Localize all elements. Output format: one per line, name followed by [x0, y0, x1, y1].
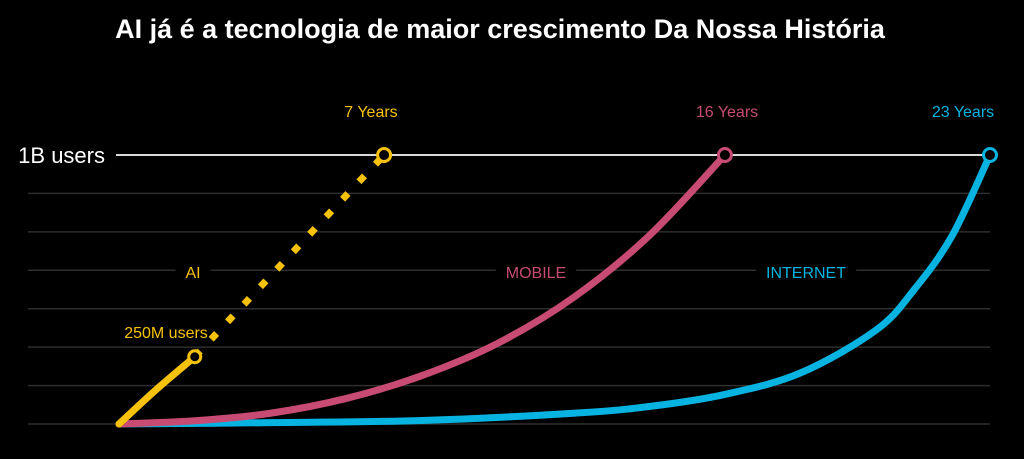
gridlines	[28, 192, 990, 425]
ai-series-label: AI	[185, 265, 200, 282]
ai-projected-line	[192, 152, 387, 360]
mobile-endpoint-marker	[716, 147, 733, 163]
lbl-ai-backdrop	[175, 263, 211, 284]
series-layer	[115, 147, 998, 428]
ai-7-years-label: 7 Years	[344, 104, 397, 121]
internet-line	[115, 151, 994, 428]
lbl-internet-backdrop	[756, 263, 857, 284]
internet-23-years-label: 23 Years	[932, 104, 994, 121]
ai-actual-line	[115, 353, 199, 428]
internet-endpoint-marker	[982, 147, 998, 163]
mobile-16-years-label: 16 Years	[696, 104, 758, 121]
ai-endpoint-marker	[376, 147, 393, 163]
lbl-mobile-backdrop	[495, 263, 577, 284]
ai-milestone-marker	[187, 349, 203, 365]
internet-series-label: INTERNET	[766, 265, 846, 282]
one-billion-label: 1B users	[18, 143, 105, 168]
ai-250m-users-label: 250M users	[124, 325, 208, 342]
mobile-line	[115, 151, 729, 428]
mobile-series-label: MOBILE	[506, 265, 566, 282]
chart-title: AI já é a tecnologia de maior cresciment…	[115, 14, 885, 44]
